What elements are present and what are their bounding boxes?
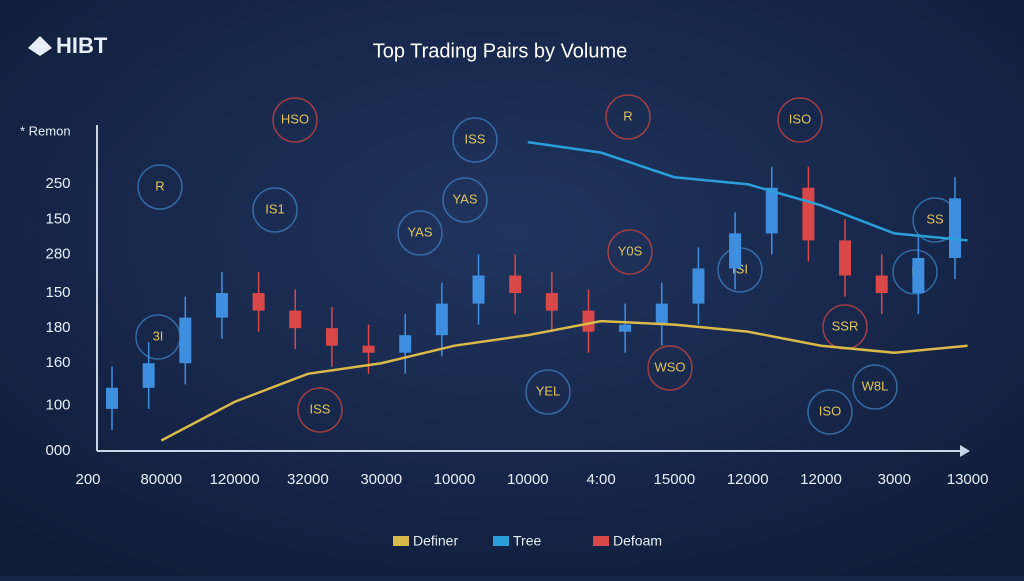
annotation-ring bbox=[777, 97, 823, 143]
x-tick-label: 30000 bbox=[360, 471, 402, 488]
line-series bbox=[527, 140, 968, 242]
annotation: W8L bbox=[862, 378, 889, 393]
annotation: 3I bbox=[153, 328, 164, 343]
candle-body bbox=[435, 303, 448, 336]
annotation: YAS bbox=[452, 191, 477, 206]
x-tick-label: 12000 bbox=[800, 471, 842, 488]
x-tick-label: 13000 bbox=[947, 471, 989, 488]
annotation: IS1 bbox=[265, 201, 285, 216]
legend-label: Defoam bbox=[613, 533, 662, 549]
annotation-ring bbox=[442, 177, 488, 223]
x-tick-label: 15000 bbox=[654, 471, 696, 488]
logo-icon bbox=[28, 36, 52, 56]
annotation-ring bbox=[397, 210, 443, 256]
x-tick-label: 80000 bbox=[140, 471, 182, 488]
annotation: WSO bbox=[654, 359, 685, 374]
candle-body bbox=[106, 387, 118, 409]
annotation: R bbox=[623, 108, 632, 123]
x-tick-label: 10000 bbox=[434, 471, 476, 488]
y-tick-label: 150 bbox=[45, 210, 70, 227]
annotation: YAS bbox=[407, 224, 432, 239]
candle-body bbox=[215, 293, 228, 318]
annotation: ISS bbox=[310, 401, 331, 416]
annotation-ring bbox=[607, 229, 653, 275]
y-tick-label: 100 bbox=[45, 396, 70, 413]
candle-body bbox=[875, 275, 888, 294]
legend-swatch bbox=[593, 536, 609, 546]
candle-body bbox=[509, 275, 522, 294]
legend-label: Tree bbox=[513, 533, 541, 549]
y-tick-label: 160 bbox=[45, 354, 70, 371]
annotation: ISS bbox=[465, 131, 486, 146]
annotation-ring bbox=[605, 94, 651, 140]
legend: Definer Tree Defoam bbox=[393, 533, 662, 549]
x-tick-label: 12000 bbox=[727, 471, 769, 488]
candle-body bbox=[839, 240, 852, 276]
candle-body bbox=[142, 363, 155, 388]
candle-body bbox=[289, 310, 302, 329]
axis-arrow bbox=[960, 445, 970, 457]
annotation-ring bbox=[252, 187, 298, 233]
candle-body bbox=[472, 275, 485, 304]
candle-body bbox=[362, 345, 375, 353]
y-tick-label: 250 bbox=[45, 175, 70, 192]
annotation: ISO bbox=[819, 403, 841, 418]
annotation: YEL bbox=[536, 383, 561, 398]
candle-body bbox=[399, 335, 412, 353]
x-tick-label: 32000 bbox=[287, 471, 329, 488]
x-tick-label: 4:00 bbox=[586, 471, 615, 488]
annotation: HSO bbox=[281, 111, 309, 126]
annotation-ring bbox=[272, 97, 318, 143]
candle-body bbox=[912, 257, 925, 294]
candle-body bbox=[729, 233, 742, 269]
candle-body bbox=[655, 303, 668, 325]
candle-body bbox=[692, 268, 705, 304]
x-tick-label: 10000 bbox=[507, 471, 549, 488]
candle-body bbox=[179, 317, 192, 364]
x-tick-label: 200 bbox=[75, 471, 100, 488]
y-tick-label: 280 bbox=[45, 245, 70, 262]
candle-body bbox=[619, 324, 632, 332]
brand: HIBT bbox=[56, 33, 108, 58]
candle-body bbox=[765, 187, 778, 234]
candle-body bbox=[545, 293, 558, 311]
candle-body bbox=[325, 328, 338, 346]
candle-body bbox=[252, 293, 265, 311]
annotation: SS bbox=[926, 211, 944, 226]
annotation-ring bbox=[852, 364, 898, 410]
annotation-ring bbox=[525, 369, 571, 415]
annotation-ring bbox=[137, 164, 183, 210]
annotation-ring bbox=[807, 389, 853, 435]
y-axis-label: * Remon bbox=[20, 123, 71, 138]
legend-label: Definer bbox=[413, 533, 458, 549]
annotation: ISO bbox=[789, 111, 811, 126]
candle-body bbox=[802, 187, 815, 241]
annotation-ring bbox=[892, 249, 938, 295]
y-tick-label: 180 bbox=[45, 319, 70, 336]
y-tick-label: 000 bbox=[45, 442, 70, 459]
y-tick-label: 150 bbox=[45, 284, 70, 301]
candle-body bbox=[582, 310, 595, 332]
chart-title: Top Trading Pairs by Volume bbox=[373, 40, 628, 62]
annotation-ring bbox=[452, 117, 498, 163]
line-series bbox=[160, 319, 968, 442]
annotation-ring bbox=[297, 387, 343, 433]
x-tick-label: 120000 bbox=[210, 471, 260, 488]
annotation: Y0S bbox=[618, 243, 643, 258]
candle-body bbox=[949, 198, 961, 258]
legend-swatch bbox=[493, 536, 509, 546]
legend-swatch bbox=[393, 536, 409, 546]
annotation: R bbox=[155, 178, 164, 193]
annotation-ring bbox=[647, 345, 693, 391]
annotation: SSR bbox=[832, 318, 859, 333]
x-tick-label: 3000 bbox=[878, 471, 911, 488]
